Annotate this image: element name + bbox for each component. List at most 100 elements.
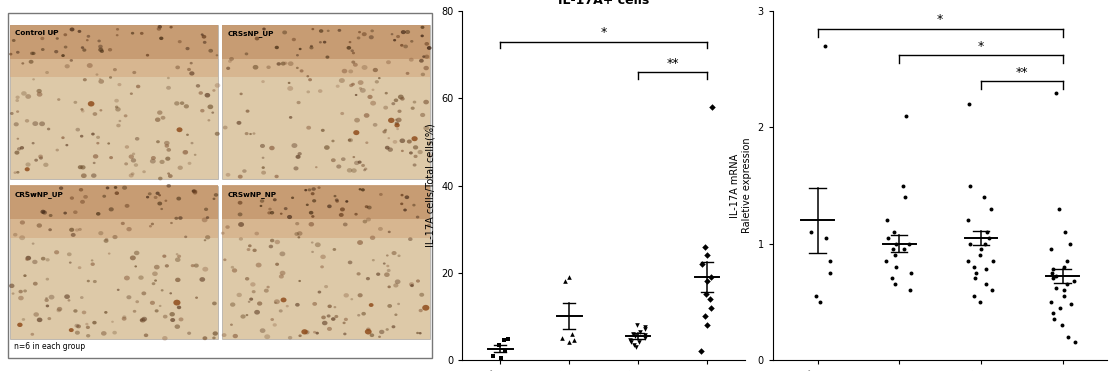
- Point: [902, 287, 919, 293]
- Circle shape: [407, 139, 412, 144]
- Circle shape: [290, 197, 294, 199]
- Point: [821, 270, 839, 276]
- Text: CRSsNP_UP: CRSsNP_UP: [227, 30, 274, 37]
- Circle shape: [266, 286, 269, 288]
- Circle shape: [63, 211, 67, 214]
- Circle shape: [395, 119, 397, 121]
- Circle shape: [344, 318, 348, 321]
- Circle shape: [165, 144, 169, 148]
- Circle shape: [422, 55, 425, 58]
- Circle shape: [61, 54, 65, 57]
- Circle shape: [116, 28, 119, 30]
- Circle shape: [186, 134, 189, 136]
- Point: [560, 274, 578, 280]
- Circle shape: [196, 84, 200, 88]
- Point: [698, 292, 716, 298]
- Circle shape: [205, 93, 210, 98]
- Circle shape: [130, 92, 132, 95]
- Circle shape: [46, 305, 49, 307]
- Point: [885, 229, 903, 235]
- Circle shape: [208, 49, 213, 53]
- Circle shape: [410, 284, 414, 287]
- Circle shape: [188, 162, 191, 165]
- Circle shape: [78, 228, 82, 231]
- Circle shape: [193, 190, 197, 193]
- Circle shape: [284, 62, 287, 65]
- Circle shape: [178, 318, 184, 321]
- Circle shape: [296, 155, 301, 159]
- Circle shape: [68, 299, 70, 302]
- Point: [894, 183, 912, 188]
- Point: [1055, 264, 1073, 270]
- Point: [897, 113, 915, 119]
- Circle shape: [352, 168, 357, 173]
- Point: [696, 243, 713, 249]
- Circle shape: [117, 289, 119, 291]
- Circle shape: [70, 196, 75, 200]
- Circle shape: [253, 65, 258, 70]
- Circle shape: [141, 291, 146, 295]
- Circle shape: [162, 336, 168, 341]
- Circle shape: [167, 173, 170, 175]
- Circle shape: [23, 289, 27, 292]
- Circle shape: [393, 283, 398, 288]
- Circle shape: [158, 177, 162, 180]
- Circle shape: [270, 318, 274, 321]
- Circle shape: [129, 154, 134, 159]
- Circle shape: [288, 336, 293, 339]
- Point: [627, 344, 644, 350]
- Circle shape: [42, 210, 47, 215]
- Circle shape: [275, 46, 279, 49]
- Point: [821, 258, 839, 264]
- Point: [887, 264, 905, 270]
- Circle shape: [158, 25, 162, 29]
- Circle shape: [275, 240, 280, 244]
- Point: [622, 339, 640, 345]
- Circle shape: [362, 312, 366, 316]
- Circle shape: [191, 189, 196, 193]
- Circle shape: [401, 30, 406, 34]
- Point: [977, 266, 995, 272]
- Circle shape: [184, 236, 187, 238]
- Circle shape: [125, 145, 129, 149]
- Point: [1055, 293, 1073, 299]
- Circle shape: [124, 114, 128, 117]
- Point: [1065, 278, 1083, 284]
- Circle shape: [383, 262, 385, 265]
- Circle shape: [70, 59, 73, 62]
- Circle shape: [367, 206, 372, 210]
- Circle shape: [170, 318, 175, 322]
- Circle shape: [109, 76, 112, 79]
- Circle shape: [412, 136, 417, 141]
- Circle shape: [112, 235, 118, 239]
- Circle shape: [256, 263, 262, 267]
- Circle shape: [275, 263, 279, 266]
- Circle shape: [213, 336, 216, 339]
- Circle shape: [223, 126, 227, 129]
- Bar: [10, 25, 218, 178]
- Circle shape: [46, 71, 49, 74]
- Circle shape: [259, 205, 263, 207]
- Circle shape: [166, 86, 171, 90]
- Circle shape: [393, 39, 396, 42]
- Point: [1045, 316, 1063, 322]
- Circle shape: [205, 235, 210, 239]
- Circle shape: [413, 163, 416, 167]
- Circle shape: [17, 171, 20, 174]
- Circle shape: [86, 326, 90, 329]
- Circle shape: [284, 207, 287, 210]
- Circle shape: [55, 50, 58, 53]
- Circle shape: [384, 272, 390, 277]
- Circle shape: [229, 57, 234, 61]
- Circle shape: [206, 216, 209, 219]
- Circle shape: [317, 290, 322, 293]
- Circle shape: [422, 305, 430, 311]
- Circle shape: [420, 293, 424, 297]
- Circle shape: [313, 302, 317, 306]
- Circle shape: [363, 169, 366, 171]
- Circle shape: [423, 126, 430, 131]
- Circle shape: [262, 157, 265, 159]
- Circle shape: [383, 130, 386, 134]
- Circle shape: [356, 272, 361, 276]
- Circle shape: [99, 109, 102, 112]
